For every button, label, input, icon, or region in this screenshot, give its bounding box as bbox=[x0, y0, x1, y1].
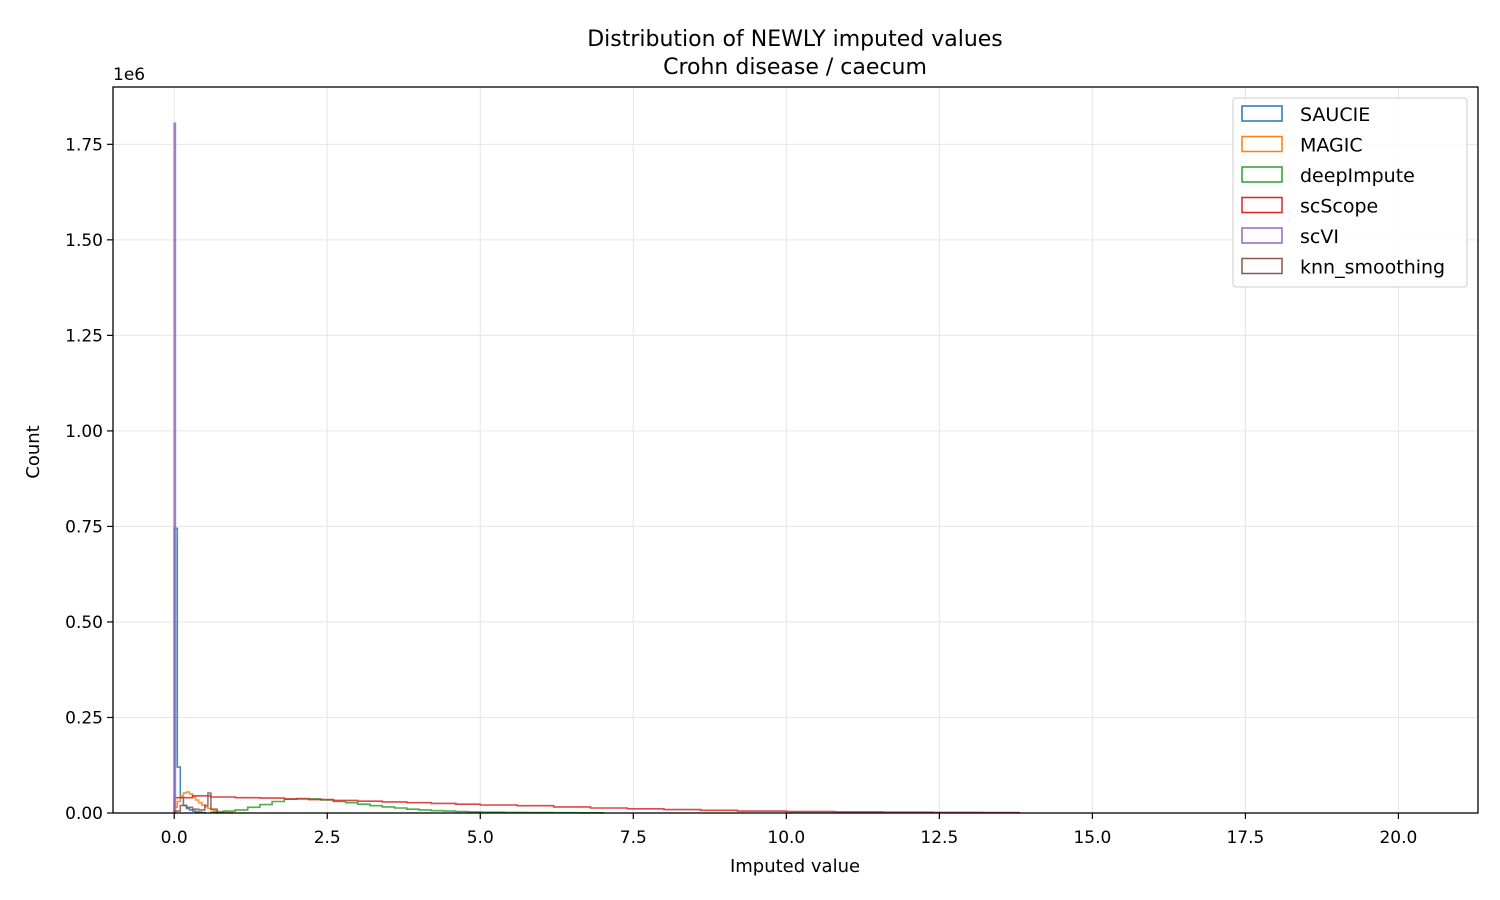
legend-label: MAGIC bbox=[1300, 135, 1363, 157]
y-offset-label: 1e6 bbox=[113, 65, 145, 85]
x-tick-label: 12.5 bbox=[920, 828, 958, 848]
legend-label: knn_smoothing bbox=[1300, 257, 1445, 279]
legend-swatch-scscope bbox=[1241, 196, 1283, 214]
y-tick-label: 0.50 bbox=[65, 613, 103, 633]
x-tick-label: 17.5 bbox=[1226, 828, 1264, 848]
series-deepimpute-step bbox=[210, 797, 604, 814]
x-tick-label: 5.0 bbox=[467, 828, 494, 848]
legend-swatch-deepimpute bbox=[1241, 166, 1283, 183]
x-tick-label: 0.0 bbox=[161, 828, 188, 848]
y-tick-label: 0.25 bbox=[65, 708, 103, 728]
series-scvi-step bbox=[173, 122, 177, 814]
y-tick-label: 1.00 bbox=[65, 422, 103, 442]
legend-swatch-knn-smoothing bbox=[1241, 257, 1283, 275]
x-tick-label: 15.0 bbox=[1073, 828, 1111, 848]
legend-label: scVI bbox=[1300, 226, 1339, 248]
chart-subtitle: Crohn disease / caecum bbox=[663, 55, 927, 80]
plot-area bbox=[112, 86, 1479, 814]
series-scscope-step bbox=[173, 795, 1020, 814]
x-axis-label: Imputed value bbox=[730, 856, 860, 877]
legend: SAUCIE MAGIC deepImpute scScope scVI knn_smoo… bbox=[1232, 97, 1468, 288]
y-tick-label: 1.25 bbox=[65, 326, 103, 346]
legend-swatch-magic bbox=[1241, 135, 1283, 153]
legend-label: scScope bbox=[1300, 196, 1378, 218]
legend-box bbox=[1232, 97, 1468, 288]
chart-title: Distribution of NEWLY imputed values bbox=[587, 27, 1003, 52]
legend-swatch-scvi bbox=[1241, 227, 1283, 244]
x-axis: 0.0 2.5 5.0 7.5 10.0 12.5 15.0 17.5 20.0 bbox=[161, 813, 1417, 848]
series-knn-smoothing-step bbox=[173, 792, 219, 814]
y-axis-label: Count bbox=[23, 425, 44, 478]
legend-swatch-saucie bbox=[1241, 105, 1283, 122]
x-tick-label: 2.5 bbox=[314, 828, 341, 848]
y-tick-label: 0.00 bbox=[65, 804, 103, 824]
legend-label: SAUCIE bbox=[1300, 104, 1370, 126]
legend-label: deepImpute bbox=[1300, 165, 1415, 187]
x-tick-label: 10.0 bbox=[767, 828, 805, 848]
y-axis: 0.00 0.25 0.50 0.75 1.00 1.25 1.50 1.75 bbox=[65, 135, 113, 824]
y-tick-label: 1.50 bbox=[65, 231, 103, 251]
y-tick-label: 0.75 bbox=[65, 517, 103, 537]
x-tick-label: 7.5 bbox=[620, 828, 647, 848]
y-tick-label: 1.75 bbox=[65, 135, 103, 155]
series-saucie-step bbox=[173, 527, 206, 814]
x-tick-label: 20.0 bbox=[1379, 828, 1417, 848]
